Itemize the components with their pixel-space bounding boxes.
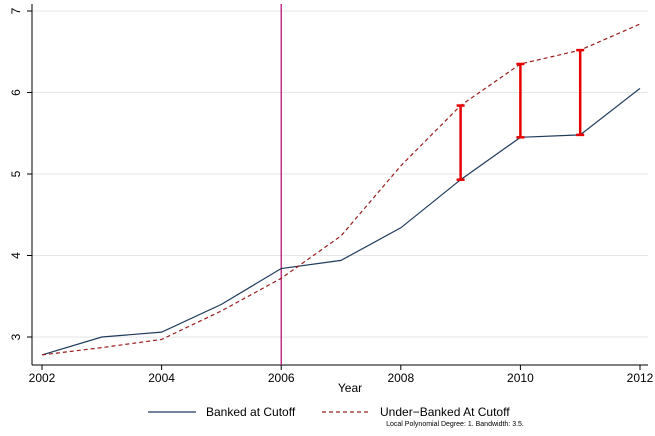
x-tick-label-2008: 2008 (387, 371, 414, 385)
legend-label-1: Banked at Cutoff (206, 405, 296, 419)
gap-bar-2011 (576, 48, 585, 137)
x-tick-label-2004: 2004 (148, 371, 175, 385)
x-axis-title: Year (338, 381, 362, 395)
axes: 3 4 5 6 7 2002 2004 2006 2008 2010 2012 (9, 4, 654, 385)
legend-item-2: Under−Banked At Cutoff (322, 405, 510, 419)
y-tick-label-7: 7 (9, 7, 23, 14)
x-tick-label-2006: 2006 (268, 371, 295, 385)
gap-bars (456, 48, 585, 181)
gap-bar-2009 (456, 104, 465, 181)
chart-note: Local Polynomial Degree: 1. Bandwidth: 3… (386, 421, 524, 428)
grid-lines (32, 10, 648, 338)
x-tick-label-2012: 2012 (627, 371, 654, 385)
x-tick-label-2010: 2010 (507, 371, 534, 385)
y-tick-label-4: 4 (9, 252, 23, 259)
series-line-1 (41, 87, 641, 356)
series-line-2 (41, 23, 641, 356)
y-tick-label-3: 3 (9, 333, 23, 340)
x-tick-label-2002: 2002 (29, 371, 56, 385)
legend-label-2: Under−Banked At Cutoff (380, 405, 510, 419)
legend: Banked at Cutoff Under−Banked At Cutoff (148, 405, 510, 419)
legend-item-1: Banked at Cutoff (148, 405, 296, 419)
y-tick-label-6: 6 (9, 89, 23, 96)
series-lines (41, 23, 641, 356)
gap-bar-2010 (516, 62, 525, 139)
y-tick-label-5: 5 (9, 170, 23, 177)
